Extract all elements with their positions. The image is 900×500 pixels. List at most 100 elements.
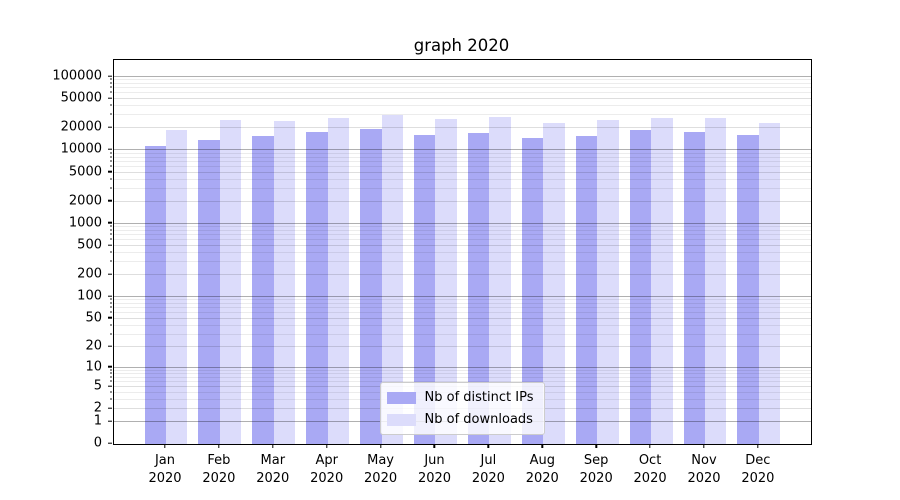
x-tick-label: Aug 2020 — [525, 453, 559, 486]
y-tick — [108, 244, 112, 246]
x-tick — [703, 444, 705, 448]
x-tick-label: Jul 2020 — [471, 453, 505, 486]
y-minor-tick — [109, 380, 112, 382]
y-minor-tick — [109, 376, 112, 378]
bar-downloads — [651, 117, 673, 444]
bar-distinct-ips — [306, 131, 328, 444]
y-tick-label: 100000 — [52, 68, 102, 84]
y-tick-label: 5 — [93, 378, 102, 394]
x-tick — [379, 444, 382, 448]
gridline-labeled — [114, 200, 811, 202]
gridline-minor — [114, 302, 811, 304]
gridline-major — [114, 222, 811, 224]
y-minor-tick — [109, 91, 112, 93]
bar-downloads — [381, 115, 404, 444]
gridline-major — [114, 76, 811, 78]
y-minor-tick — [109, 333, 112, 335]
y-minor-tick — [109, 165, 112, 167]
x-tick-label: Nov 2020 — [687, 453, 721, 486]
y-tick-label: 2000 — [68, 193, 102, 209]
y-tick-label: 100 — [77, 288, 102, 304]
y-minor-tick — [109, 298, 112, 300]
y-tick — [108, 295, 112, 297]
bar-downloads — [597, 120, 619, 444]
y-tick — [108, 442, 112, 444]
x-tick — [218, 444, 220, 448]
bar-distinct-ips — [198, 139, 220, 444]
gridline-minor — [114, 152, 811, 154]
y-minor-tick — [109, 369, 112, 371]
x-tick — [595, 444, 597, 448]
x-tick — [433, 444, 436, 448]
bar-distinct-ips — [467, 132, 490, 444]
y-tick-label: 20000 — [60, 119, 102, 135]
gridline-minor — [114, 251, 811, 253]
gridline-labeled — [114, 274, 811, 275]
gridline-minor — [114, 333, 811, 335]
bar-downloads — [327, 117, 350, 444]
y-tick-label: 50000 — [60, 90, 102, 106]
y-tick — [108, 317, 112, 319]
y-tick-label: 10000 — [60, 141, 102, 157]
y-minor-tick — [109, 160, 112, 162]
y-tick — [108, 148, 112, 151]
x-tick-label: Oct 2020 — [633, 453, 667, 486]
y-minor-tick — [109, 104, 112, 106]
x-tick — [541, 444, 543, 448]
gridline-minor — [114, 187, 811, 189]
gridline-minor — [114, 307, 811, 309]
y-tick — [108, 126, 112, 129]
gridline-labeled — [114, 244, 811, 246]
legend-label: Nb of distinct IPs — [424, 390, 534, 405]
gridline-labeled — [114, 127, 811, 129]
bar-distinct-ips — [683, 131, 705, 444]
y-minor-tick — [109, 233, 112, 235]
gridline-minor — [114, 226, 811, 228]
y-tick-label: 1 — [93, 413, 102, 429]
bar-downloads — [489, 116, 511, 444]
y-tick — [108, 97, 112, 99]
y-tick-label: 5000 — [68, 164, 102, 180]
gridline-minor — [114, 299, 811, 301]
gridline-major — [114, 366, 811, 368]
bar-downloads — [704, 118, 727, 444]
y-minor-tick — [109, 306, 112, 308]
bar-distinct-ips — [629, 130, 652, 444]
bar-distinct-ips — [360, 129, 382, 444]
y-minor-tick — [109, 260, 112, 262]
legend-item: Nb of distinct IPs — [386, 390, 534, 405]
x-tick-label: Jan 2020 — [148, 453, 182, 486]
bar-distinct-ips — [737, 134, 759, 444]
y-tick — [108, 385, 112, 387]
bar-downloads — [219, 120, 242, 444]
legend-swatch — [386, 391, 416, 404]
y-tick — [108, 273, 112, 275]
y-minor-tick — [109, 238, 112, 240]
x-tick — [164, 444, 166, 448]
y-minor-tick — [109, 225, 112, 227]
x-tick-label: May 2020 — [364, 453, 398, 486]
bar-downloads — [273, 121, 296, 444]
gridline-minor — [114, 229, 811, 231]
y-minor-tick — [109, 187, 112, 189]
bar-downloads — [165, 130, 188, 444]
gridline-minor — [114, 160, 811, 162]
y-tick — [108, 345, 112, 347]
legend-item: Nb of downloads — [386, 412, 534, 427]
gridline-major — [114, 295, 811, 297]
legend-label: Nb of downloads — [424, 412, 533, 427]
gridline-minor — [114, 376, 811, 378]
y-minor-tick — [109, 302, 112, 304]
bar-downloads — [543, 123, 565, 444]
x-tick-label: Mar 2020 — [256, 453, 290, 486]
gridline-labeled — [114, 317, 811, 319]
gridline-minor — [114, 79, 811, 81]
y-minor-tick — [109, 113, 112, 115]
y-minor-tick — [109, 82, 112, 84]
gridline-minor — [114, 369, 811, 371]
gridline-minor — [114, 261, 811, 263]
gridline-minor — [114, 178, 811, 180]
bar-downloads — [435, 119, 457, 444]
chart-title: graph 2020 — [413, 36, 510, 55]
